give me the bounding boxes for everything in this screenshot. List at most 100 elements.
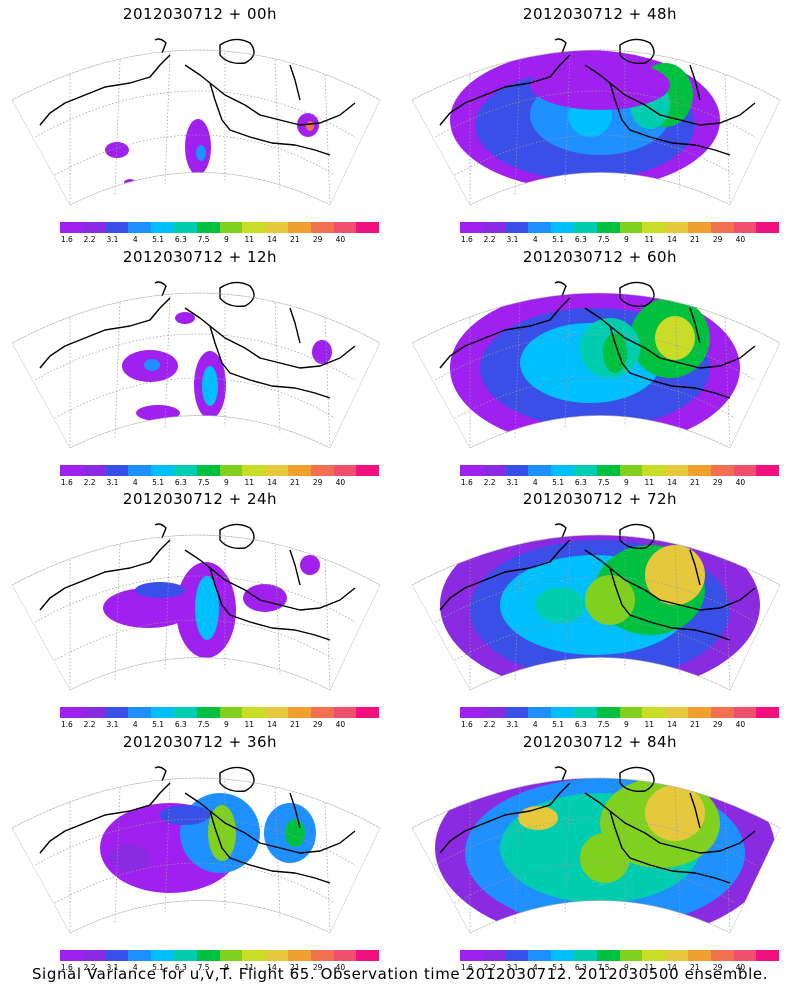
colorbar-swatch — [687, 222, 711, 233]
colorbar-swatch — [219, 222, 243, 233]
colorbar-tick-label: 2.2 — [83, 235, 96, 244]
coastline — [39, 281, 356, 399]
colorbar-tick-label: 1.6 — [460, 478, 473, 487]
colorbar-tick-label: 3.1 — [506, 478, 519, 487]
colorbar-swatch — [528, 950, 552, 961]
colorbar-tick-label: 4 — [132, 963, 138, 972]
colorbar-tick-label: 21 — [290, 963, 300, 972]
colorbar-tick-label: 14 — [667, 478, 677, 487]
colorbar-swatch — [733, 707, 757, 718]
colorbar-swatch — [196, 465, 220, 476]
colorbar-swatch — [105, 950, 129, 961]
colorbar-tick-label: 5.1 — [152, 963, 164, 972]
colorbar-tick-label: 14 — [667, 235, 677, 244]
colorbar-tick-label: 1.6 — [460, 720, 473, 729]
figure-caption: Signal Variance for u,v,T. Flight 65. Ob… — [31, 965, 769, 983]
colorbar-tick-label: 11 — [244, 963, 255, 972]
colorbar-swatch — [82, 222, 106, 233]
coastline — [439, 523, 756, 641]
variance-contour — [243, 584, 287, 612]
colorbar-tick-label: 1.6 — [460, 235, 473, 244]
variance-contour — [585, 575, 635, 625]
colorbar — [60, 950, 380, 961]
colorbar-swatch — [219, 465, 243, 476]
colorbar-tick-label: 4 — [132, 720, 138, 729]
colorbar-tick-label: 21 — [290, 478, 300, 487]
polar-stereographic-map — [11, 766, 381, 934]
colorbar-tick-label: 1.6 — [60, 235, 73, 244]
colorbar-swatch — [265, 222, 288, 233]
colorbar-swatch — [573, 950, 597, 961]
colorbar-tick-label: 29 — [712, 963, 723, 972]
colorbar-swatch — [460, 950, 483, 961]
forecast-panel: 2012030712 + 84h 1.6 2.2 3.1 4 5.1 6.3 7.5 9 11 14… — [410, 733, 790, 973]
colorbar-tick-label: 7.5 — [197, 720, 210, 729]
polar-stereographic-map — [11, 523, 381, 691]
colorbar-swatch — [665, 950, 688, 961]
colorbar-tick-label: 11 — [244, 478, 255, 487]
colorbar-tick-label: 14 — [267, 478, 277, 487]
colorbar-swatch — [82, 707, 106, 718]
colorbar-swatch — [551, 222, 574, 233]
colorbar-swatch — [242, 950, 266, 961]
colorbar-swatch — [756, 222, 780, 233]
colorbar-swatch — [733, 465, 757, 476]
colorbar-tick-label: 3.1 — [506, 963, 519, 972]
colorbar-swatch — [333, 222, 357, 233]
variance-contour — [312, 340, 332, 364]
coastline — [39, 38, 356, 156]
colorbar-swatch — [333, 950, 357, 961]
colorbar-tick-label: 21 — [690, 235, 700, 244]
colorbar-labels: 1.6 2.2 3.1 4 5.1 6.3 7.5 9 11 14 21 29 40 — [60, 235, 360, 245]
colorbar-tick-label: 21 — [690, 963, 700, 972]
colorbar-swatch — [756, 707, 780, 718]
colorbar-tick-label: 14 — [667, 963, 677, 972]
polar-stereographic-map — [411, 281, 781, 449]
colorbar-tick-label: 6.3 — [574, 720, 587, 729]
colorbar-swatch — [287, 465, 311, 476]
colorbar-tick-label: 11 — [644, 963, 655, 972]
colorbar-swatch — [551, 707, 574, 718]
colorbar-swatch — [687, 707, 711, 718]
coastline — [39, 523, 356, 641]
colorbar-tick-label: 5.1 — [552, 235, 564, 244]
colorbar-tick-label: 7.5 — [597, 720, 610, 729]
colorbar-swatch — [460, 465, 483, 476]
forecast-panel: 2012030712 + 00h 1.6 2.2 3.1 4 5.1 6.3 7.5 9 11 14… — [10, 5, 390, 245]
panel-title: 2012030712 + 36h — [122, 733, 278, 751]
variance-contour — [135, 582, 185, 598]
colorbar-swatch — [619, 707, 643, 718]
colorbar-swatch — [265, 707, 288, 718]
colorbar-swatch — [505, 707, 529, 718]
colorbar-swatch — [196, 950, 220, 961]
forecast-panel: 2012030712 + 12h 1.6 2.2 3.1 4 5.1 6.3 7.5 9 11 14… — [10, 248, 390, 488]
colorbar-tick-label: 7.5 — [597, 235, 610, 244]
colorbar-tick-label: 2.2 — [483, 235, 496, 244]
colorbar-swatch — [619, 950, 643, 961]
colorbar-tick-label: 29 — [312, 235, 323, 244]
colorbar-tick-label: 7.5 — [197, 963, 210, 972]
variance-contour — [655, 316, 695, 360]
colorbar-swatch — [151, 222, 174, 233]
colorbar-swatch — [528, 707, 552, 718]
colorbar-swatch — [128, 222, 152, 233]
colorbar-tick-label: 9 — [624, 478, 629, 487]
colorbar-tick-label: 3.1 — [106, 963, 119, 972]
colorbar-tick-label: 7.5 — [597, 963, 610, 972]
colorbar-swatch — [242, 707, 266, 718]
colorbar-swatch — [528, 465, 552, 476]
polar-stereographic-map — [411, 38, 781, 206]
coastline — [439, 38, 756, 156]
colorbar-swatch — [105, 222, 129, 233]
colorbar-tick-label: 5.1 — [552, 963, 564, 972]
colorbar-tick-label: 7.5 — [197, 478, 210, 487]
colorbar-tick-label: 11 — [244, 235, 255, 244]
colorbar — [460, 222, 780, 233]
colorbar-labels: 1.6 2.2 3.1 4 5.1 6.3 7.5 9 11 14 21 29 40 — [460, 235, 760, 245]
colorbar-tick-label: 6.3 — [174, 963, 187, 972]
variance-contour — [603, 333, 627, 373]
colorbar-tick-label: 21 — [290, 235, 300, 244]
colorbar-swatch — [665, 465, 688, 476]
colorbar-swatch — [573, 707, 597, 718]
colorbar-tick-label: 5.1 — [552, 478, 564, 487]
